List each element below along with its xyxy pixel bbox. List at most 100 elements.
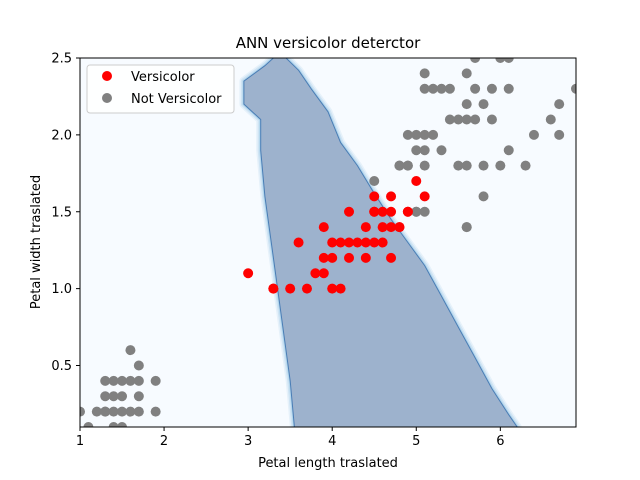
data-point-not-versicolor [108, 422, 119, 427]
plot-frame [79, 57, 577, 428]
data-point-not-versicolor [478, 191, 489, 202]
legend-marker-not-versicolor [102, 93, 112, 103]
legend-label-not-versicolor: Not Versicolor [131, 92, 222, 107]
data-point-not-versicolor [419, 145, 430, 156]
data-point-not-versicolor [503, 83, 514, 94]
data-point-versicolor [268, 283, 279, 294]
data-point-versicolor [335, 283, 346, 294]
data-point-not-versicolor [428, 129, 439, 140]
data-point-not-versicolor [444, 83, 455, 94]
data-point-not-versicolor [528, 129, 539, 140]
data-point-versicolor [386, 252, 397, 263]
x-tick-label: 5 [412, 434, 420, 449]
y-tick-label: 0.5 [51, 359, 72, 374]
data-point-not-versicolor [411, 145, 422, 156]
data-point-not-versicolor [125, 406, 136, 417]
data-point-not-versicolor [461, 222, 472, 233]
data-point-not-versicolor [411, 206, 422, 217]
data-point-not-versicolor [91, 406, 102, 417]
data-point-not-versicolor [486, 114, 497, 125]
data-point-not-versicolor [419, 129, 430, 140]
y-tick-label: 2.5 [51, 52, 72, 67]
data-point-versicolor [377, 206, 388, 217]
data-point-not-versicolor [402, 129, 413, 140]
data-point-not-versicolor [402, 160, 413, 171]
data-point-not-versicolor [80, 406, 85, 417]
data-point-not-versicolor [150, 375, 161, 386]
data-point-not-versicolor [470, 83, 481, 94]
data-point-not-versicolor [554, 99, 565, 110]
x-tick-label: 3 [244, 434, 252, 449]
data-point-versicolor [327, 283, 338, 294]
data-point-versicolor [352, 237, 363, 248]
data-point-not-versicolor [419, 83, 430, 94]
x-axis-label: Petal length traslated [258, 456, 398, 471]
legend-box [86, 64, 235, 114]
legend-label-versicolor: Versicolor [131, 70, 195, 85]
data-point-not-versicolor [444, 114, 455, 125]
data-point-not-versicolor [428, 83, 439, 94]
data-point-versicolor [369, 237, 380, 248]
data-point-not-versicolor [461, 68, 472, 79]
data-point-not-versicolor [117, 375, 128, 386]
data-point-versicolor [243, 268, 254, 279]
data-point-versicolor [360, 252, 371, 263]
y-tick-label: 1.0 [51, 282, 72, 297]
data-point-versicolor [369, 206, 380, 217]
data-point-versicolor [360, 237, 371, 248]
data-point-not-versicolor [411, 129, 422, 140]
data-point-versicolor [318, 252, 329, 263]
legend: Versicolor Not Versicolor [86, 64, 235, 114]
data-point-versicolor [327, 237, 338, 248]
data-point-not-versicolor [554, 129, 565, 140]
data-point-versicolor [344, 252, 355, 263]
data-point-versicolor [335, 237, 346, 248]
data-point-not-versicolor [453, 114, 464, 125]
data-point-not-versicolor [117, 406, 128, 417]
y-tick-label: 2.0 [51, 128, 72, 143]
data-point-not-versicolor [486, 83, 497, 94]
data-point-not-versicolor [100, 406, 111, 417]
data-point-not-versicolor [100, 375, 111, 386]
y-tick-label: 1.5 [51, 205, 72, 220]
data-point-versicolor [301, 283, 312, 294]
data-point-not-versicolor [478, 99, 489, 110]
data-point-not-versicolor [571, 83, 576, 94]
data-point-not-versicolor [436, 83, 447, 94]
data-point-versicolor [344, 237, 355, 248]
data-point-versicolor [318, 268, 329, 279]
data-point-versicolor [394, 222, 405, 233]
data-point-not-versicolor [453, 160, 464, 171]
data-point-versicolor [285, 283, 296, 294]
x-tick-label: 4 [328, 434, 336, 449]
data-point-not-versicolor [150, 406, 161, 417]
data-point-not-versicolor [503, 58, 514, 63]
data-point-versicolor [402, 206, 413, 217]
data-point-not-versicolor [470, 114, 481, 125]
x-tick-label: 1 [76, 434, 84, 449]
data-point-not-versicolor [133, 375, 144, 386]
data-point-not-versicolor [108, 391, 119, 402]
data-point-not-versicolor [461, 160, 472, 171]
data-point-not-versicolor [419, 68, 430, 79]
data-point-not-versicolor [503, 145, 514, 156]
data-point-not-versicolor [100, 391, 111, 402]
data-point-not-versicolor [495, 58, 506, 63]
data-point-versicolor [310, 268, 321, 279]
data-point-not-versicolor [133, 360, 144, 371]
data-point-not-versicolor [419, 206, 430, 217]
data-point-not-versicolor [108, 406, 119, 417]
data-point-not-versicolor [461, 99, 472, 110]
data-point-versicolor [386, 222, 397, 233]
data-point-versicolor [386, 206, 397, 217]
data-point-not-versicolor [369, 176, 380, 186]
data-point-not-versicolor [470, 58, 481, 63]
data-point-versicolor [327, 252, 338, 263]
data-point-versicolor [377, 237, 388, 248]
data-point-versicolor [411, 176, 422, 186]
data-point-not-versicolor [394, 160, 405, 171]
data-point-not-versicolor [117, 422, 128, 427]
data-point-not-versicolor [133, 391, 144, 402]
data-point-versicolor [344, 206, 355, 217]
